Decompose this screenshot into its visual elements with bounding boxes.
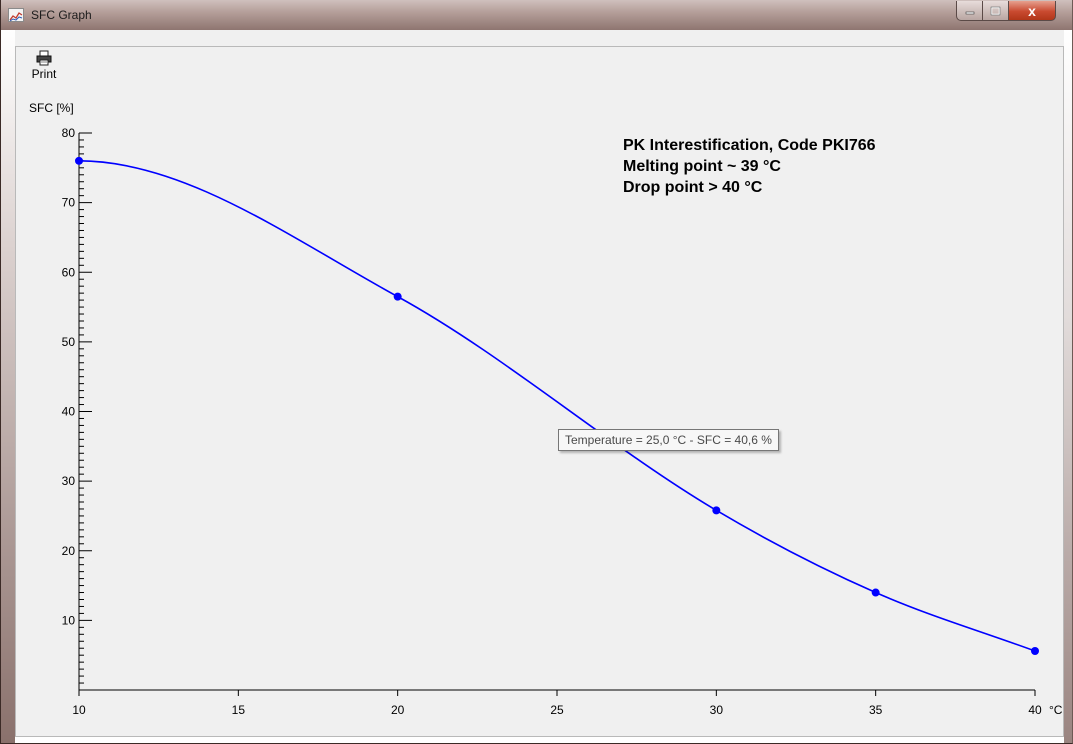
x-tick-label: 35	[869, 703, 883, 717]
chart-annotation: PK Interestification, Code PKI766	[623, 137, 876, 154]
window-frame-left	[1, 30, 15, 743]
printer-icon	[36, 50, 52, 66]
minimize-button[interactable]	[956, 1, 983, 21]
data-point	[871, 588, 880, 597]
x-tick-label: 15	[232, 703, 246, 717]
y-tick-label: 80	[62, 126, 76, 140]
title-bar[interactable]: SFC Graph x	[1, 0, 1072, 30]
close-button[interactable]: x	[1009, 1, 1056, 21]
x-tick-label: 30	[710, 703, 724, 717]
chart-annotation: Melting point ~ 39 °C	[623, 158, 781, 175]
y-tick-label: 30	[62, 474, 76, 488]
x-tick-label: 10	[72, 703, 86, 717]
toolbar	[15, 30, 1064, 50]
y-tick-label: 40	[62, 405, 76, 419]
y-tick-label: 20	[62, 544, 76, 558]
data-point-tooltip: Temperature = 25,0 °C - SFC = 40,6 %	[558, 429, 779, 451]
print-label: Print	[31, 67, 57, 81]
window-title: SFC Graph	[31, 8, 92, 22]
x-axis-unit: °C	[1049, 703, 1063, 717]
window-frame-right	[1064, 30, 1072, 743]
chart-area	[15, 46, 1064, 737]
data-point	[393, 292, 402, 301]
minimize-icon	[965, 11, 974, 14]
data-point	[712, 506, 721, 515]
y-tick-label: 70	[62, 196, 76, 210]
graph-app-icon	[8, 8, 24, 22]
y-axis-label: SFC [%]	[29, 101, 74, 115]
y-tick-label: 60	[62, 265, 76, 279]
print-button[interactable]: Print	[27, 50, 61, 88]
data-point	[1031, 647, 1039, 656]
sfc-series-line	[78, 160, 1036, 652]
x-tick-label: 40	[1028, 703, 1042, 717]
y-tick-label: 50	[62, 335, 76, 349]
maximize-button[interactable]	[983, 1, 1009, 21]
x-tick-label: 25	[550, 703, 564, 717]
x-tick-label: 20	[391, 703, 405, 717]
maximize-icon	[990, 6, 1001, 15]
close-icon: x	[1028, 2, 1036, 19]
chart-annotation: Drop point > 40 °C	[623, 179, 763, 196]
data-point	[75, 156, 83, 165]
y-tick-label: 10	[62, 613, 76, 627]
